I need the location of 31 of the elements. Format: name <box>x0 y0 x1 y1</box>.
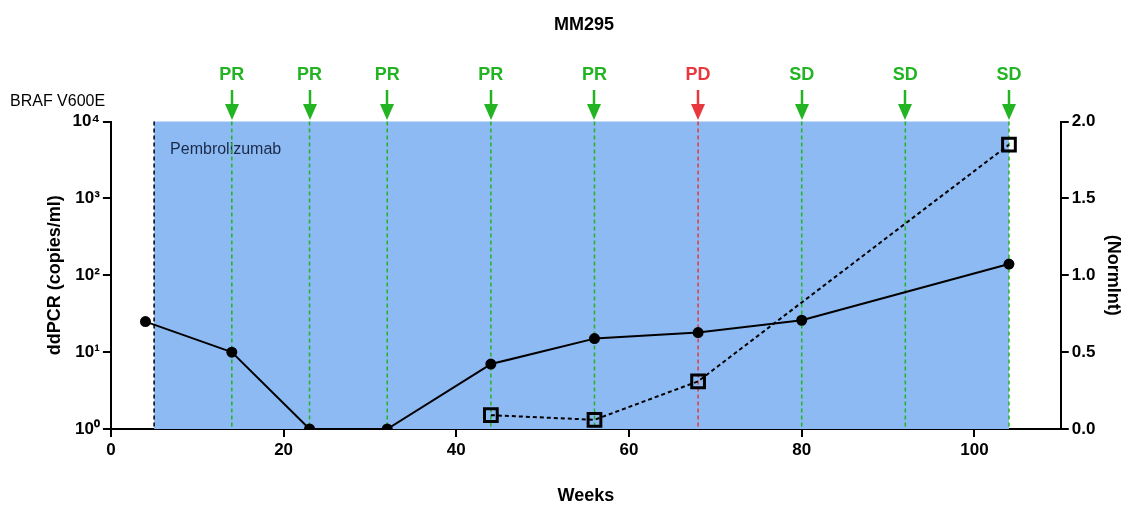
x-axis-title: Weeks <box>557 485 615 506</box>
ref-line-label: PR <box>297 63 323 84</box>
y-tick-label: 10³ <box>75 188 101 208</box>
ref-line-label: PR <box>374 63 400 84</box>
ref-line-label: PD <box>685 63 711 84</box>
y2-tick-label: 1.0 <box>1071 264 1096 284</box>
ref-line-label: SD <box>789 63 815 84</box>
y2-tick-label: 0.0 <box>1071 418 1096 438</box>
x-tick-label: 40 <box>446 439 466 459</box>
ref-line-label: PR <box>478 63 504 84</box>
y-axis-title: ddPCR (copies/ml) <box>43 195 64 356</box>
ref-line-label: SD <box>996 63 1022 84</box>
y2-tick-label: 1.5 <box>1071 188 1096 208</box>
y-tick-label: 10² <box>75 264 101 284</box>
y2-tick-label: 0.5 <box>1071 341 1096 361</box>
text: BRAF V600E <box>10 92 106 110</box>
x-tick-label: 20 <box>274 439 294 459</box>
x-tick-label: 0 <box>106 439 116 459</box>
y-tick-label: 10⁰ <box>75 418 100 438</box>
y2-tick-label: 2.0 <box>1071 111 1096 131</box>
x-tick-label: 100 <box>960 439 989 459</box>
ref-line-label: SD <box>892 63 918 84</box>
x-tick-label: 80 <box>792 439 812 459</box>
y-tick-label: 10¹ <box>75 341 101 361</box>
chart-title: MM295 <box>553 13 615 34</box>
x-tick-label: 60 <box>619 439 639 459</box>
y2-axis-title: (NormInt) <box>1104 234 1125 316</box>
ref-line-label: PR <box>219 63 245 84</box>
ref-line-label: PR <box>581 63 607 84</box>
y-tick-label: 10⁴ <box>72 111 100 131</box>
band-label: Pembrolizumab <box>170 140 282 158</box>
